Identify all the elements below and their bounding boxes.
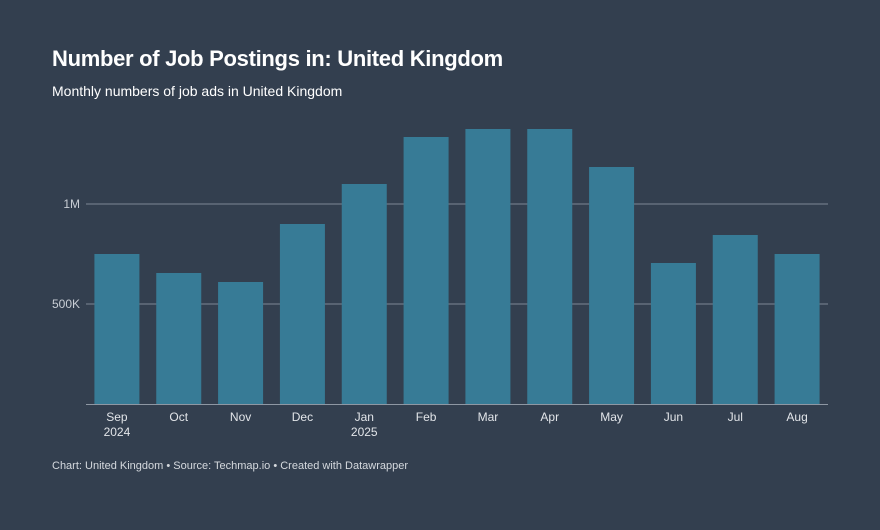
x-tick-label: Nov — [230, 410, 251, 424]
bars — [94, 129, 820, 404]
bar — [650, 263, 696, 404]
bar — [156, 273, 202, 404]
gridlines — [86, 203, 828, 305]
bar — [712, 235, 758, 404]
bar — [589, 167, 635, 404]
x-tick-year-label: 2024 — [104, 425, 131, 439]
x-tick-label: Jul — [728, 410, 743, 424]
chart-subtitle: Monthly numbers of job ads in United Kin… — [52, 83, 343, 99]
x-tick-label: May — [600, 410, 623, 424]
x-tick-label: Jun — [664, 410, 683, 424]
x-tick-label: Apr — [540, 410, 559, 424]
x-tick-label: Oct — [169, 410, 188, 424]
x-tick-label: Aug — [786, 410, 807, 424]
bar — [218, 282, 264, 404]
x-tick-label: Feb — [416, 410, 437, 424]
x-tick-label: Jan — [355, 410, 374, 424]
bar — [279, 224, 325, 404]
chart-footer: Chart: United Kingdom • Source: Techmap.… — [52, 460, 409, 472]
y-tick-labels: 500K 1M — [52, 197, 80, 311]
bar — [465, 129, 511, 404]
x-tick-label: Mar — [478, 410, 499, 424]
x-tick-label: Sep — [106, 410, 128, 424]
bar — [527, 129, 573, 404]
bar — [94, 254, 140, 404]
y-tick-label: 500K — [52, 297, 80, 311]
bar — [403, 137, 449, 404]
bar — [774, 254, 820, 404]
y-tick-label: 1M — [63, 197, 80, 211]
x-tick-label: Dec — [292, 410, 313, 424]
chart-title: Number of Job Postings in: United Kingdo… — [52, 46, 503, 71]
x-tick-year-label: 2025 — [351, 425, 378, 439]
bar — [341, 184, 387, 404]
